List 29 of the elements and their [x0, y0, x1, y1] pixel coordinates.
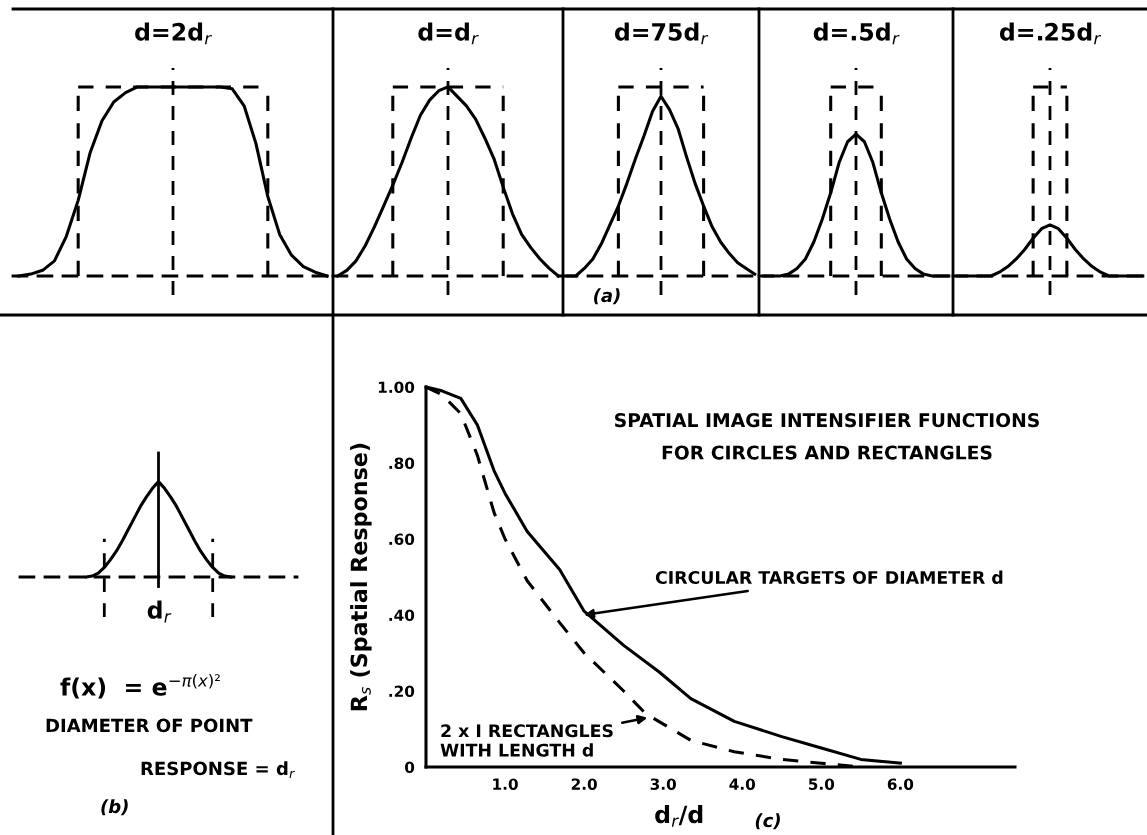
- text: (a): [594, 288, 620, 305]
- y-tick-label: .80: [389, 457, 415, 470]
- chart-title: d=.5d$_{r}$: [813, 22, 900, 45]
- y-tick-label: .40: [389, 609, 415, 622]
- y-tick-label: 1.00: [378, 381, 415, 394]
- y-tick-label: .20: [389, 685, 415, 698]
- x-tick-label: 2.0: [571, 778, 597, 790]
- x-tick-label: 4.0: [729, 778, 756, 790]
- x-tick-label: 6.0: [887, 778, 914, 790]
- chart-title: d=.25d$_{r}$: [999, 22, 1102, 45]
- text: (b): [101, 799, 128, 816]
- text: DIAMETER OF POINT: [46, 718, 253, 733]
- text: RESPONSE = d$_{r}$: [141, 761, 295, 778]
- y-tick-label: .60: [389, 533, 415, 546]
- x-tick-label: 3.0: [650, 778, 676, 790]
- text: f(x) = e$^{−π(x)²}$: [60, 673, 220, 699]
- y-axis-title: R$_{s}$ (Spatial Response): [350, 443, 372, 711]
- text: (c): [755, 813, 780, 830]
- chart-title: d=75d$_{r}$: [614, 22, 709, 45]
- text: d$_{r}$: [147, 600, 172, 623]
- x-tick-label: 5.0: [808, 778, 835, 790]
- chart-title: d=d$_{r}$: [418, 22, 479, 45]
- chart-title: d=2d$_{r}$: [135, 22, 212, 45]
- x-axis-title: d$_{r}$/d: [655, 805, 703, 827]
- text: SPATIAL IMAGE INTENSIFIER FUNCTIONS FOR CIRCLES AND RECTANGLES: [615, 413, 1039, 460]
- annotation: 2 x I RECTANGLES WITH LENGTH d: [440, 724, 613, 757]
- annotation: CIRCULAR TARGETS OF DIAMETER d: [655, 570, 1003, 585]
- y-tick-label: 0: [404, 761, 415, 774]
- x-tick-label: 1.0: [493, 778, 518, 790]
